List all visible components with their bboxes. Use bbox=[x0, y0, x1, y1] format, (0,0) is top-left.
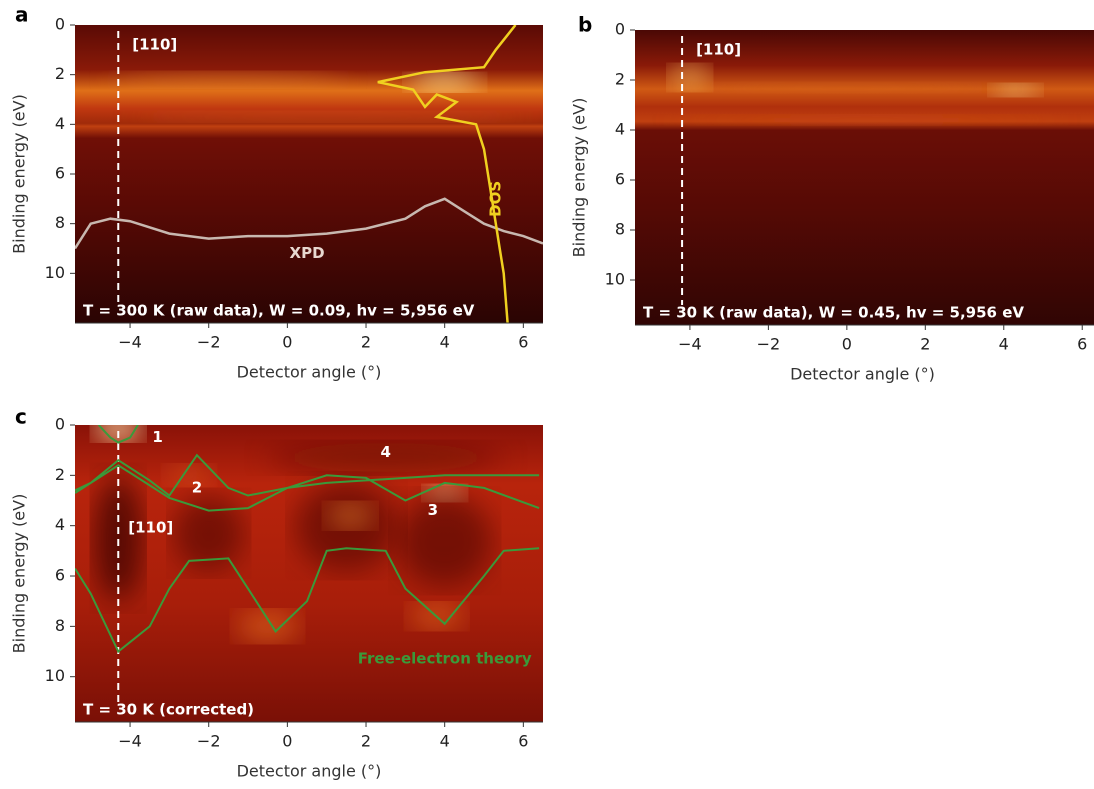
y-axis-label: Binding energy (eV) bbox=[10, 94, 29, 254]
y-tick-label: 2 bbox=[615, 70, 625, 89]
y-tick-label: 8 bbox=[55, 213, 65, 232]
series-label: Free-electron theory bbox=[358, 650, 532, 668]
x-tick-label: 0 bbox=[842, 335, 852, 354]
y-tick-label: 4 bbox=[615, 120, 625, 139]
y-tick-label: 10 bbox=[45, 263, 65, 282]
series-label: DOS bbox=[486, 181, 504, 217]
y-tick-label: 8 bbox=[615, 220, 625, 239]
y-tick-label: 6 bbox=[55, 566, 65, 585]
x-axis-label: Detector angle (°) bbox=[790, 365, 935, 384]
y-tick-label: 8 bbox=[55, 616, 65, 635]
x-tick-label: 0 bbox=[282, 333, 292, 352]
y-tick-label: 4 bbox=[55, 114, 65, 133]
y-tick-label: 2 bbox=[55, 64, 65, 83]
annotation: 1 bbox=[152, 428, 162, 446]
heatmap-blob bbox=[110, 72, 346, 87]
y-axis-label: Binding energy (eV) bbox=[570, 98, 589, 258]
y-tick-label: 0 bbox=[615, 20, 625, 39]
x-tick-label: 4 bbox=[440, 732, 450, 751]
annotation: 2 bbox=[192, 478, 202, 496]
x-tick-label: 6 bbox=[1077, 335, 1087, 354]
x-tick-label: −2 bbox=[197, 333, 221, 352]
direction-label: [110] bbox=[696, 41, 741, 59]
x-tick-label: −4 bbox=[118, 333, 142, 352]
x-tick-label: 4 bbox=[440, 333, 450, 352]
heatmap-background bbox=[75, 25, 543, 323]
x-tick-label: −2 bbox=[197, 732, 221, 751]
x-tick-label: −4 bbox=[118, 732, 142, 751]
x-tick-label: 2 bbox=[361, 333, 371, 352]
heatmap-blob bbox=[670, 115, 1062, 125]
x-tick-label: 4 bbox=[999, 335, 1009, 354]
figure: [110] XPD DOS T = 300 K (raw data), W = 0.0… bbox=[0, 0, 1094, 789]
x-tick-label: −2 bbox=[757, 335, 781, 354]
annotation: 4 bbox=[380, 443, 390, 461]
x-tick-label: 6 bbox=[518, 333, 528, 352]
plot-area bbox=[75, 415, 543, 722]
x-tick-label: 6 bbox=[518, 732, 528, 751]
direction-label: [110] bbox=[132, 35, 177, 53]
y-tick-label: 6 bbox=[55, 164, 65, 183]
direction-label: [110] bbox=[128, 519, 173, 537]
y-axis-label: Binding energy (eV) bbox=[10, 494, 29, 654]
heatmap-blob bbox=[690, 83, 1004, 93]
panel-caption: T = 30 K (corrected) bbox=[83, 701, 254, 719]
y-tick-label: 0 bbox=[55, 415, 65, 434]
y-tick-label: 0 bbox=[55, 15, 65, 34]
panel-1: [110] T = 30 K (raw data), W = 0.45, hv =… bbox=[570, 13, 1094, 384]
panel-letter: b bbox=[578, 13, 592, 37]
y-tick-label: 10 bbox=[45, 666, 65, 685]
heatmap-blob bbox=[409, 73, 480, 90]
panel-caption: T = 300 K (raw data), W = 0.09, hv = 5,9… bbox=[83, 302, 475, 320]
annotation: 3 bbox=[428, 501, 438, 519]
heatmap-blob bbox=[130, 112, 523, 122]
series-label: XPD bbox=[290, 244, 325, 262]
plot-area bbox=[75, 25, 543, 323]
panel-letter: c bbox=[15, 405, 27, 429]
heatmap-blob bbox=[397, 495, 491, 586]
x-tick-label: 2 bbox=[920, 335, 930, 354]
x-tick-label: 2 bbox=[361, 732, 371, 751]
panel-0: [110] XPD DOS T = 300 K (raw data), W = 0.0… bbox=[10, 3, 544, 382]
panel-caption: T = 30 K (raw data), W = 0.45, hv = 5,95… bbox=[643, 304, 1024, 322]
x-axis-label: Detector angle (°) bbox=[237, 363, 382, 382]
y-tick-label: 10 bbox=[605, 270, 625, 289]
y-tick-label: 4 bbox=[55, 515, 65, 534]
y-tick-label: 2 bbox=[55, 465, 65, 484]
x-tick-label: 0 bbox=[282, 732, 292, 751]
heatmap-blob bbox=[327, 503, 374, 528]
panel-letter: a bbox=[15, 3, 29, 27]
heatmap-blob bbox=[236, 611, 299, 641]
x-axis-label: Detector angle (°) bbox=[237, 762, 382, 781]
panel-2: [110] Free-electron theory 1 2 3 4 T = 30 K (c… bbox=[10, 405, 544, 781]
plot-area bbox=[635, 30, 1094, 325]
y-tick-label: 6 bbox=[615, 170, 625, 189]
heatmap-blob bbox=[992, 84, 1039, 97]
x-tick-label: −4 bbox=[678, 335, 702, 354]
